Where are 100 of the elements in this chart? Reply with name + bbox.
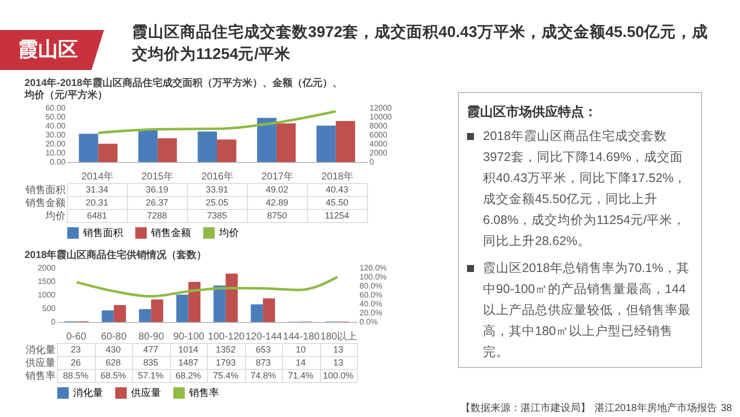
y2-tick-label: 4000 bbox=[370, 140, 388, 148]
chart-title: 2018年霞山区商品住宅供销情况（套数） bbox=[24, 249, 207, 261]
bar bbox=[262, 298, 276, 322]
data-label: 628 bbox=[106, 358, 121, 368]
line-series bbox=[75, 276, 339, 298]
data-label: 33.91 bbox=[206, 184, 228, 194]
y-tick-label: 0.00 bbox=[50, 158, 66, 166]
y2-tick-label: 40.0% bbox=[360, 300, 382, 308]
y-tick-label: 1000 bbox=[38, 290, 56, 300]
legend-label: 供应量 bbox=[131, 387, 161, 399]
x-tick-label: 80-90 bbox=[138, 332, 164, 342]
x-tick-label: 144-180 bbox=[282, 332, 320, 342]
text: 供应量 bbox=[26, 358, 56, 369]
data-label: 42.89 bbox=[266, 198, 288, 208]
bar bbox=[158, 138, 177, 162]
bar bbox=[78, 134, 98, 162]
bar bbox=[250, 304, 263, 322]
data-label: 653 bbox=[256, 344, 271, 354]
text: 38 bbox=[720, 403, 732, 414]
y-tick-label: 20.00 bbox=[45, 140, 66, 148]
y2-tick-label: 2000 bbox=[370, 148, 388, 158]
data-label: 6481 bbox=[86, 210, 108, 220]
data-label: 1352 bbox=[216, 344, 236, 354]
data-label: 100.0% bbox=[322, 370, 354, 380]
text: 霞山区市场供应特点： bbox=[467, 103, 598, 121]
data-label: 7385 bbox=[206, 210, 228, 220]
y-tick-label: 1500 bbox=[38, 277, 56, 286]
data-label: 49.02 bbox=[266, 184, 288, 194]
text: 湛江2018年房地产市场报告 bbox=[594, 403, 717, 414]
data-label: 88.5% bbox=[62, 370, 89, 380]
y-tick-label: 30.00 bbox=[45, 130, 66, 140]
legend-label: 销售面积 bbox=[82, 227, 123, 239]
text: 销售率 bbox=[26, 371, 56, 382]
data-label: 835 bbox=[143, 358, 158, 368]
bar bbox=[176, 294, 188, 322]
bar bbox=[336, 121, 356, 162]
data-label: 40.43 bbox=[326, 184, 348, 194]
bar bbox=[98, 144, 118, 162]
data-label: 10 bbox=[296, 344, 306, 354]
data-label: 14 bbox=[296, 358, 306, 368]
x-tick-label: 2018年 bbox=[321, 170, 354, 182]
data-label: 74.8% bbox=[250, 370, 276, 380]
x-tick-label: 2015年 bbox=[141, 170, 174, 182]
y2-tick-label: 10000 bbox=[370, 112, 392, 122]
bar bbox=[217, 139, 236, 162]
y2-tick-label: 6000 bbox=[370, 130, 388, 140]
y-tick-label: 50.00 bbox=[45, 112, 66, 122]
data-label: 20.31 bbox=[86, 198, 108, 208]
data-label: 7288 bbox=[146, 210, 168, 220]
data-label: 25.05 bbox=[206, 198, 228, 208]
data-label: 13 bbox=[333, 358, 344, 368]
legend-label: 消化量 bbox=[73, 387, 103, 399]
bar bbox=[276, 123, 296, 162]
data-label: 36.19 bbox=[146, 184, 168, 194]
data-label: 31.34 bbox=[86, 184, 108, 194]
data-label: 26.37 bbox=[146, 198, 168, 208]
data-label: 68.2% bbox=[175, 370, 202, 380]
y-tick-label: 60.00 bbox=[45, 104, 66, 112]
x-tick-label: 100-120 bbox=[208, 332, 246, 342]
y-tick-label: 0 bbox=[51, 318, 56, 326]
bar bbox=[316, 126, 336, 162]
line-series bbox=[96, 110, 338, 134]
data-label: 873 bbox=[256, 358, 271, 368]
text: 霞山区2018年总销售率为70.1%，其中90-100㎡的产品销售量最高，144以上产品总供应量较低，但销售率最高，其中180㎡以上户型已经销售完。 bbox=[467, 258, 693, 363]
y2-tick-label: 80.0% bbox=[360, 282, 382, 290]
legend-label: 销售金额 bbox=[150, 227, 191, 239]
x-tick-label: 2017年 bbox=[261, 170, 294, 182]
x-tick-label: 90-100 bbox=[173, 332, 205, 342]
text: 2018年霞山区商品住宅成交套数3972套，同比下降14.69%，成交面积40.43万平米，同比下降17.52%，成交金额45.50亿元，同比上升6.08%，成交均价为11254元/平米，同比上升28.62%。 bbox=[467, 126, 693, 252]
bar bbox=[114, 305, 126, 322]
y2-tick-label: 0.0% bbox=[360, 318, 378, 326]
y2-tick-label: 20.0% bbox=[360, 308, 382, 318]
y2-tick-label: 100.0% bbox=[360, 272, 387, 282]
data-label: 8750 bbox=[266, 210, 288, 220]
bar bbox=[138, 309, 152, 322]
bar bbox=[138, 129, 158, 162]
legend-label: 销售率 bbox=[188, 387, 219, 399]
bar bbox=[226, 274, 238, 322]
data-label: 13 bbox=[333, 344, 344, 354]
y-tick-label: 40.00 bbox=[45, 122, 66, 130]
data-label: 1014 bbox=[178, 344, 198, 354]
chart-title: 2014年-2018年霞山区商品住宅成交面积（万平方米）、金额（亿元）、均价（元/平方米） bbox=[24, 77, 342, 101]
data-label: 75.4% bbox=[212, 370, 239, 380]
x-tick-label: 2016年 bbox=[201, 170, 234, 182]
data-label: 23 bbox=[70, 344, 81, 354]
data-label: 26 bbox=[70, 358, 81, 368]
x-tick-label: 0-60 bbox=[66, 332, 87, 342]
text: 【数据来源：湛江市建设局】 bbox=[460, 403, 591, 414]
y2-tick-label: 120.0% bbox=[360, 264, 387, 272]
y2-tick-label: 60.0% bbox=[360, 290, 382, 300]
x-tick-label: 60-80 bbox=[100, 332, 127, 342]
y-tick-label: 500 bbox=[42, 304, 56, 313]
x-tick-label: 2014年 bbox=[81, 170, 114, 182]
data-label: 477 bbox=[143, 344, 158, 354]
data-label: 45.50 bbox=[326, 198, 348, 208]
bar bbox=[214, 285, 226, 322]
y2-tick-label: 12000 bbox=[370, 104, 392, 112]
y-tick-label: 10.00 bbox=[45, 148, 66, 158]
text: 销售金额 bbox=[26, 198, 66, 209]
text: 霞山区 bbox=[0, 30, 104, 70]
